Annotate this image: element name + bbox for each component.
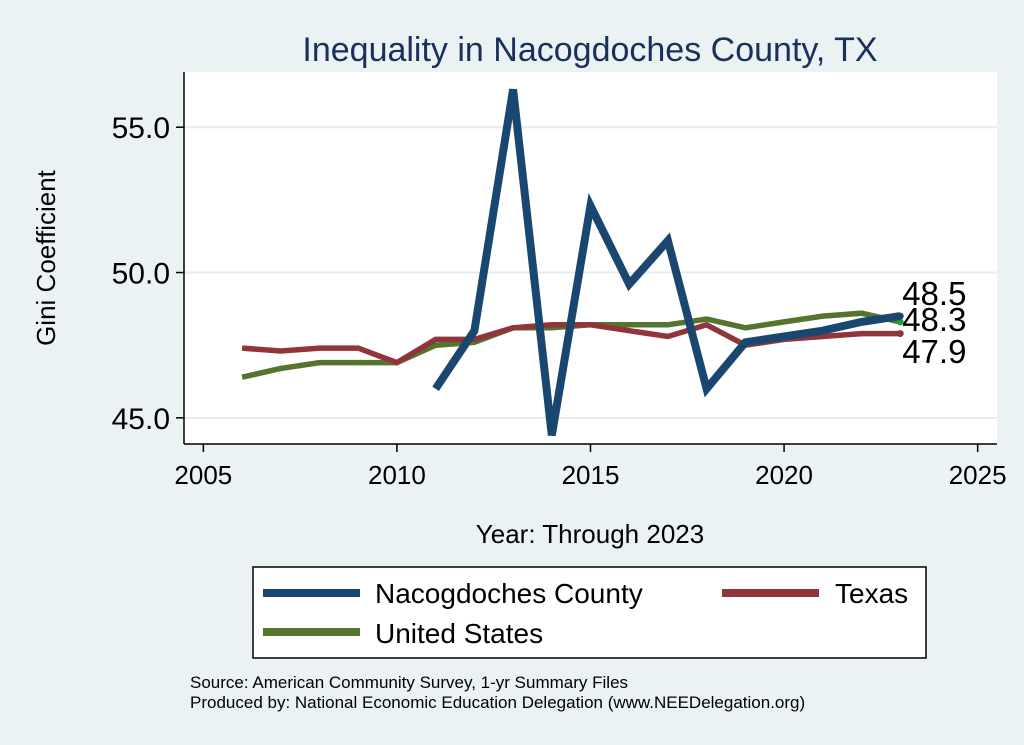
legend-label-united-states: United States [375, 618, 543, 649]
x-tick-label: 2025 [949, 460, 1007, 490]
source-note: Source: American Community Survey, 1-yr … [190, 673, 628, 692]
series-end-marker [896, 330, 904, 338]
series-end-marker [896, 312, 904, 320]
legend-label-texas: Texas [835, 578, 908, 609]
y-axis-label: Gini Coefficient [31, 169, 61, 346]
plot-area [184, 72, 997, 444]
producer-note: Produced by: National Economic Education… [190, 693, 805, 712]
y-tick-label: 45.0 [112, 403, 170, 436]
y-tick-label: 55.0 [112, 112, 170, 145]
x-tick-label: 2020 [755, 460, 813, 490]
gridlines [184, 126, 997, 419]
legend: Nacogdoches County Texas United States [252, 566, 927, 659]
y-tick-label: 50.0 [112, 258, 170, 291]
axes: 45.0 50.0 55.0 2005 2010 2015 2020 2025 [112, 72, 1007, 490]
x-tick-label: 2015 [562, 460, 620, 490]
x-tick-label: 2010 [368, 460, 426, 490]
legend-label-nacogdoches: Nacogdoches County [375, 578, 643, 609]
x-axis-label: Year: Through 2023 [476, 519, 704, 549]
x-tick-label: 2005 [174, 460, 232, 490]
end-value-label: 47.9 [902, 333, 966, 370]
series-lines [241, 88, 904, 436]
end-labels: 48.548.347.9 [902, 275, 966, 370]
end-value-label: 48.3 [902, 301, 966, 338]
series-line-nacogdoches [432, 88, 901, 436]
legend-box [252, 566, 927, 659]
end-value-label: 48.5 [902, 275, 966, 312]
chart-title: Inequality in Nacogdoches County, TX [302, 31, 877, 69]
